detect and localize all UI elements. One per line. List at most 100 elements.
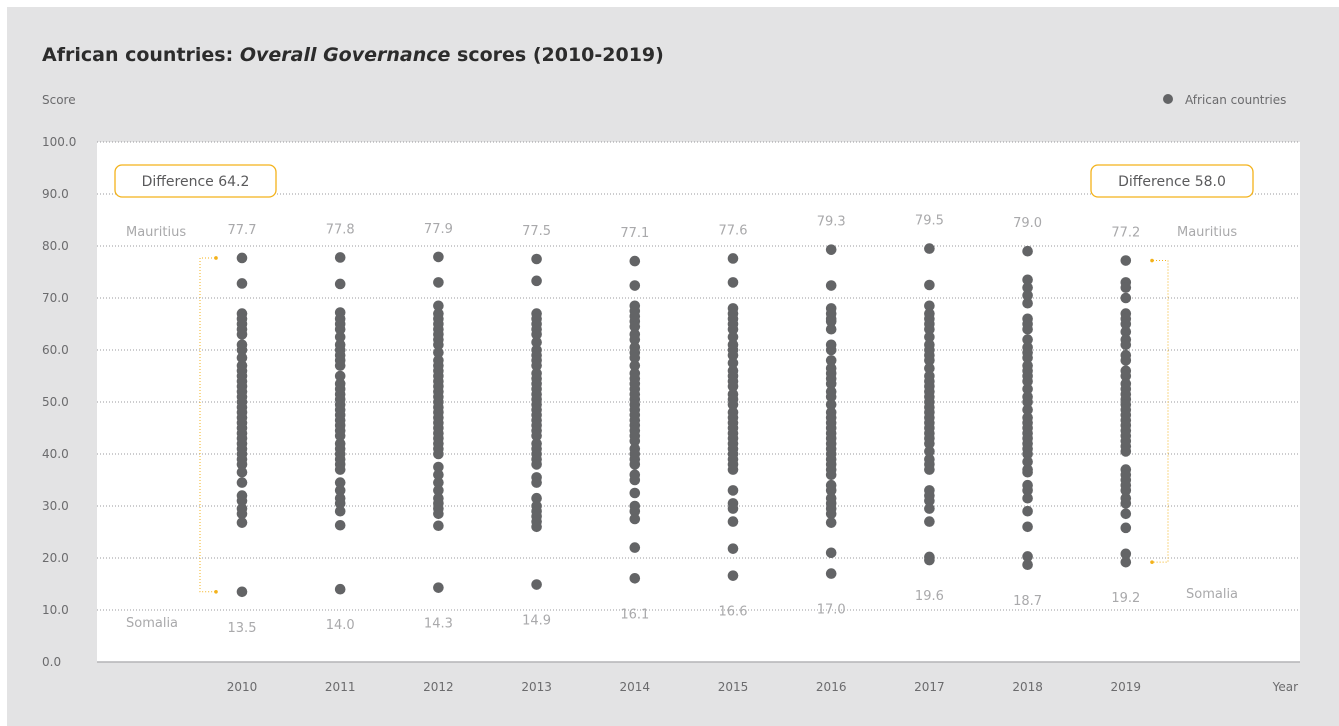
max-value-label: 77.8	[326, 222, 355, 237]
data-point	[1022, 492, 1033, 504]
data-point	[433, 469, 444, 481]
country-label-bottom-left: Somalia	[126, 616, 178, 631]
y-tick-label: 50.0	[42, 395, 69, 409]
data-point	[727, 323, 739, 335]
country-label-bottom-right: Somalia	[1186, 587, 1238, 602]
data-point	[236, 477, 248, 488]
min-value-label: 13.5	[228, 621, 257, 636]
max-value-label: 77.5	[522, 224, 551, 239]
data-point	[1022, 396, 1033, 408]
data-point	[629, 334, 641, 345]
data-point	[433, 520, 444, 532]
data-point	[334, 485, 346, 496]
data-point	[924, 323, 935, 335]
y-tick-label: 30.0	[42, 499, 69, 513]
data-point	[1022, 245, 1033, 257]
data-point	[727, 381, 739, 392]
data-point	[825, 469, 837, 481]
data-point	[1022, 334, 1033, 345]
data-point	[629, 360, 641, 371]
data-point	[629, 435, 641, 447]
difference-box-right	[1090, 164, 1254, 198]
max-value-label: 77.9	[424, 222, 453, 237]
min-value-label: 19.6	[915, 589, 944, 604]
data-point	[629, 542, 641, 553]
data-point	[433, 339, 444, 351]
data-point	[825, 244, 837, 255]
data-point	[825, 344, 837, 356]
data-point	[433, 485, 444, 496]
difference-bracket-right	[1153, 260, 1169, 563]
data-point	[236, 278, 248, 289]
data-point	[433, 582, 444, 593]
max-value-label: 79.0	[1013, 216, 1042, 231]
min-value-label: 17.0	[817, 603, 846, 618]
data-point	[629, 255, 641, 267]
min-value-label: 14.0	[326, 618, 355, 633]
data-point	[334, 370, 346, 382]
x-tick-label: 2015	[718, 680, 749, 694]
legend-label: African countries	[1185, 93, 1286, 107]
x-tick-label: 2012	[423, 680, 454, 694]
data-point	[1022, 485, 1033, 496]
data-point	[825, 485, 837, 496]
data-point	[825, 378, 837, 390]
data-point	[531, 492, 542, 504]
data-point	[727, 399, 739, 410]
data-point	[727, 357, 739, 369]
data-point	[334, 477, 346, 488]
data-point	[825, 323, 837, 335]
max-value-label: 77.1	[620, 226, 649, 241]
data-point	[334, 505, 346, 517]
data-point	[1022, 559, 1033, 571]
data-point	[236, 344, 248, 356]
x-tick-label: 2019	[1111, 680, 1142, 694]
min-value-label: 14.3	[424, 617, 453, 632]
data-point	[1022, 551, 1033, 562]
data-point	[727, 464, 739, 475]
data-point	[433, 448, 444, 460]
data-point	[924, 438, 935, 449]
data-point	[825, 280, 837, 291]
data-point	[727, 277, 739, 288]
data-point	[433, 277, 444, 288]
data-point	[531, 329, 542, 340]
x-tick-label: 2014	[620, 680, 651, 694]
data-point	[1022, 448, 1033, 460]
data-point	[531, 253, 542, 265]
data-point	[334, 519, 346, 531]
data-point	[727, 516, 739, 527]
chart-title: African countries: Overall Governance sc…	[42, 44, 664, 66]
data-point	[924, 279, 935, 291]
data-point	[531, 477, 542, 488]
min-value-label: 16.1	[620, 607, 649, 622]
difference-label-right: Difference 58.0	[1118, 174, 1226, 190]
data-point	[924, 503, 935, 514]
data-point	[629, 487, 641, 499]
data-point	[1120, 498, 1132, 509]
data-point	[334, 430, 346, 442]
title-prefix: African countries:	[42, 44, 240, 66]
data-point	[825, 355, 837, 366]
data-point	[825, 517, 837, 528]
max-value-label: 79.3	[817, 215, 846, 230]
data-point	[629, 505, 641, 517]
bracket-end-dot	[1150, 258, 1154, 263]
data-point	[1120, 318, 1132, 330]
data-point	[629, 280, 641, 291]
x-axis-label: Year	[1272, 680, 1298, 694]
data-point	[1022, 383, 1033, 395]
y-tick-label: 40.0	[42, 447, 69, 461]
data-point	[1120, 548, 1132, 560]
data-point	[433, 508, 444, 520]
min-value-label: 16.6	[719, 605, 748, 620]
x-tick-label: 2018	[1012, 680, 1043, 694]
data-point	[334, 331, 346, 343]
y-tick-label: 10.0	[42, 603, 69, 617]
title-suffix: scores (2010-2019)	[450, 44, 664, 66]
data-point	[236, 466, 248, 478]
data-point	[1120, 339, 1132, 351]
max-value-label: 77.2	[1111, 226, 1140, 241]
data-point	[924, 516, 935, 527]
data-point	[727, 570, 739, 581]
